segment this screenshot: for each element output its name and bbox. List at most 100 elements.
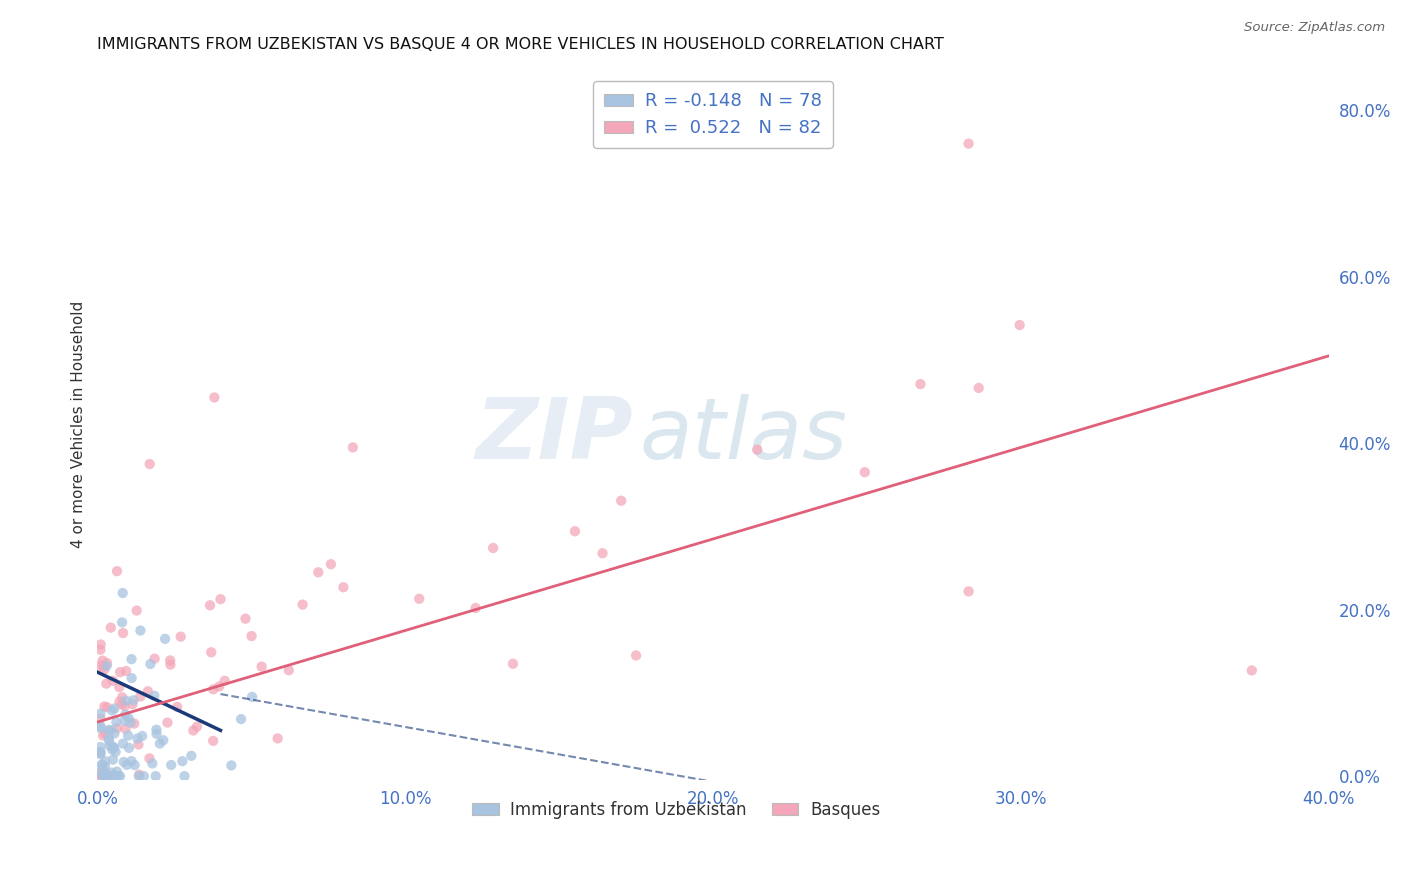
Point [103, 769, 125, 783]
Point [214, 673, 236, 688]
Point [267, 731, 290, 746]
Point [101, 673, 124, 688]
Point [291, 598, 314, 612]
Point [111, 698, 134, 712]
Point [96, 656, 118, 670]
Point [94, 754, 117, 768]
Point [93, 769, 115, 783]
Point [91, 757, 114, 772]
Point [332, 580, 354, 594]
Point [172, 754, 194, 768]
Point [96, 768, 118, 782]
Point [166, 700, 188, 714]
Point [97, 723, 120, 737]
Point [90, 764, 112, 779]
Point [91, 654, 114, 668]
Point [131, 729, 153, 743]
Point [240, 629, 263, 643]
Point [112, 626, 135, 640]
Point [610, 493, 633, 508]
Point [94, 759, 117, 773]
Point [127, 738, 149, 752]
Point [89, 642, 111, 657]
Point [967, 381, 990, 395]
Point [122, 693, 145, 707]
Point [111, 737, 134, 751]
Point [103, 701, 125, 715]
Point [117, 711, 139, 725]
Point [93, 769, 115, 783]
Point [90, 638, 112, 652]
Point [564, 524, 586, 539]
Point [624, 648, 647, 663]
Point [156, 715, 179, 730]
Point [114, 714, 136, 728]
Point [202, 682, 225, 697]
Point [91, 769, 114, 783]
Point [115, 694, 138, 708]
Point [115, 757, 138, 772]
Point [97, 731, 120, 746]
Point [129, 624, 152, 638]
Point [89, 712, 111, 726]
Legend: Immigrants from Uzbekistan, Basques: Immigrants from Uzbekistan, Basques [465, 794, 887, 825]
Point [139, 657, 162, 671]
Point [208, 680, 231, 694]
Point [96, 659, 118, 673]
Point [120, 715, 142, 730]
Point [89, 706, 111, 721]
Point [128, 767, 150, 781]
Point [89, 746, 111, 760]
Point [229, 712, 252, 726]
Point [202, 391, 225, 405]
Point [103, 769, 125, 783]
Point [108, 680, 131, 694]
Point [103, 739, 125, 754]
Point [94, 767, 117, 781]
Point [957, 584, 980, 599]
Point [235, 612, 257, 626]
Point [138, 751, 160, 765]
Text: ZIP: ZIP [475, 393, 633, 476]
Point [93, 663, 115, 677]
Point [108, 769, 131, 783]
Text: IMMIGRANTS FROM UZBEKISTAN VS BASQUE 4 OR MORE VEHICLES IN HOUSEHOLD CORRELATION: IMMIGRANTS FROM UZBEKISTAN VS BASQUE 4 O… [97, 37, 945, 53]
Point [145, 727, 167, 741]
Point [125, 603, 148, 617]
Point [114, 722, 136, 736]
Y-axis label: 4 or more Vehicles in Household: 4 or more Vehicles in Household [72, 301, 86, 549]
Point [853, 465, 876, 479]
Point [183, 723, 205, 738]
Point [200, 645, 222, 659]
Point [482, 541, 505, 555]
Point [108, 695, 131, 709]
Point [89, 745, 111, 759]
Point [118, 740, 141, 755]
Point [209, 592, 232, 607]
Point [112, 755, 135, 769]
Point [89, 740, 111, 755]
Point [408, 591, 430, 606]
Point [1240, 664, 1263, 678]
Point [105, 764, 128, 779]
Point [93, 659, 115, 673]
Point [129, 690, 152, 704]
Point [105, 721, 128, 735]
Point [149, 737, 172, 751]
Point [159, 657, 181, 672]
Point [145, 769, 167, 783]
Point [98, 739, 121, 753]
Point [103, 740, 125, 755]
Point [114, 698, 136, 713]
Point [121, 697, 143, 711]
Point [101, 753, 124, 767]
Point [198, 599, 221, 613]
Point [96, 676, 118, 690]
Point [240, 690, 263, 704]
Point [141, 756, 163, 771]
Point [464, 601, 486, 615]
Point [100, 723, 122, 738]
Point [107, 769, 129, 783]
Point [138, 457, 160, 471]
Point [111, 615, 134, 630]
